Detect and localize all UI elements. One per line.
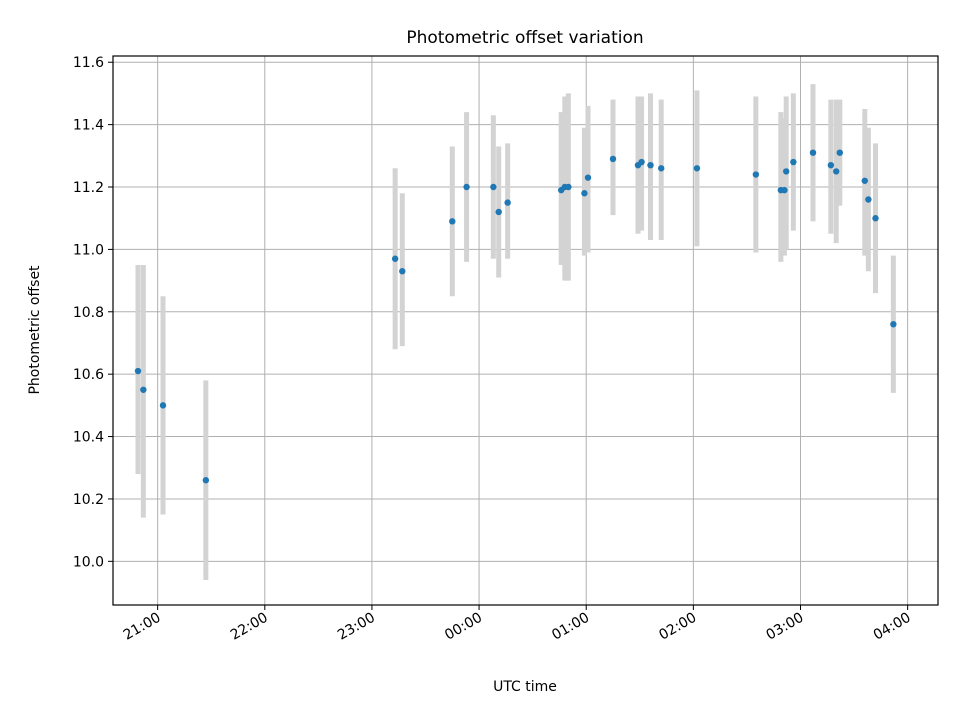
y-tick-label: 10.2 — [73, 492, 104, 508]
x-axis-label: UTC time — [493, 679, 557, 695]
data-point — [391, 255, 399, 262]
y-axis-label: Photometric offset — [27, 265, 43, 395]
data-point — [495, 208, 502, 216]
data-point — [872, 215, 879, 222]
data-point — [490, 183, 497, 191]
data-point — [790, 158, 797, 166]
data-point — [638, 158, 645, 166]
data-point — [647, 161, 654, 169]
y-tick-label: 10.0 — [73, 554, 104, 570]
data-point — [140, 386, 147, 393]
data-point — [781, 186, 788, 194]
data-point — [134, 367, 142, 375]
y-tick-label: 11.2 — [73, 180, 104, 196]
data-point — [752, 171, 760, 178]
data-point — [449, 218, 456, 225]
data-point — [890, 321, 897, 328]
data-point — [159, 402, 167, 409]
data-point — [399, 268, 406, 275]
data-point — [833, 168, 840, 175]
data-point — [609, 155, 617, 163]
data-point — [861, 177, 868, 184]
y-tick-label: 10.6 — [73, 367, 104, 383]
data-point — [693, 165, 701, 172]
data-point — [783, 168, 790, 175]
data-point — [584, 174, 592, 181]
data-point — [463, 183, 470, 191]
data-point — [836, 149, 843, 156]
y-axis-ticks: 10.0 10.2 10.4 10.6 10.8 11.0 11.2 11.4 11.6 — [73, 55, 113, 570]
grid — [113, 56, 938, 605]
y-tick-label: 11.4 — [73, 118, 104, 134]
data-point — [809, 149, 817, 156]
plot-frame — [112, 55, 939, 606]
y-tick-label: 11.6 — [73, 55, 104, 71]
data-point — [565, 183, 572, 191]
chart-title: Photometric offset variation — [406, 28, 643, 48]
data-points — [134, 149, 897, 484]
data-point — [658, 165, 665, 172]
data-point — [504, 199, 511, 206]
data-point — [827, 161, 835, 169]
data-point — [581, 190, 588, 197]
y-tick-label: 10.4 — [73, 430, 104, 446]
data-point — [865, 196, 872, 203]
y-tick-label: 11.0 — [73, 242, 104, 258]
y-tick-label: 10.8 — [73, 305, 104, 321]
data-point — [202, 477, 210, 484]
